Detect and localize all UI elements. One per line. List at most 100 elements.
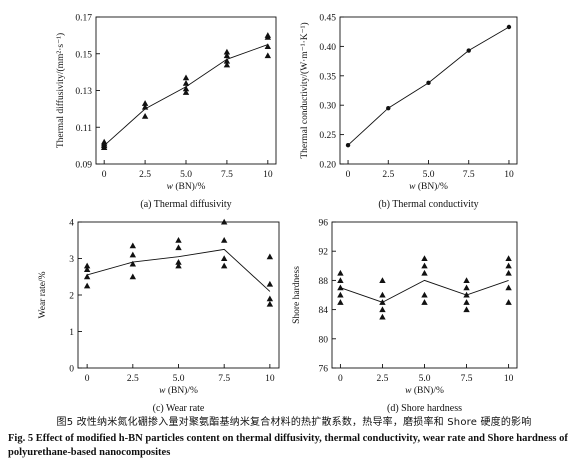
panel-subcaption: (c) Wear rate (153, 403, 205, 414)
data-point-marker (175, 237, 182, 243)
x-tick-label: 0 (346, 170, 351, 180)
y-tick-label: 1 (69, 328, 74, 338)
x-tick-label: 5.0 (173, 374, 185, 384)
y-tick-label: 0.35 (319, 72, 336, 82)
y-tick-label: 3 (69, 255, 74, 265)
data-point-marker (175, 244, 182, 251)
data-point-marker (223, 48, 231, 55)
y-tick-label: 0.11 (76, 124, 93, 134)
x-axis-label-variable: w (405, 386, 412, 396)
data-point-marker (505, 299, 512, 305)
data-point-marker (379, 299, 386, 305)
y-tick-label: 0 (69, 365, 74, 375)
x-tick-label: 7.5 (221, 170, 233, 180)
data-point-marker (466, 48, 471, 53)
data-point-marker (345, 142, 351, 148)
y-tick-label: 0.40 (319, 43, 336, 53)
x-tick-label: 10 (265, 374, 275, 384)
data-point-marker (421, 299, 428, 305)
x-tick-label: 2.5 (377, 374, 389, 384)
data-point-marker (337, 299, 344, 305)
x-tick-label: 2.5 (382, 170, 394, 180)
x-axis-label-unit: (BN)/% (415, 181, 448, 192)
figure-caption-english: Fig. 5 Effect of modified h-BN particles… (8, 433, 568, 458)
data-point-marker (220, 262, 228, 269)
data-point-marker (463, 299, 470, 305)
y-tick-label: 76 (319, 365, 329, 375)
x-axis-label-variable: w (409, 182, 416, 192)
x-tick-label: 0 (338, 374, 343, 384)
data-point-marker (175, 262, 182, 269)
data-point-marker (505, 255, 512, 262)
data-point-marker (223, 61, 231, 68)
data-point-marker (426, 80, 431, 86)
y-tick-label: 0.15 (75, 50, 92, 60)
x-tick-label: 5.0 (180, 170, 192, 180)
data-point-marker (506, 24, 512, 30)
data-point-marker (505, 284, 512, 291)
data-point-marker (266, 253, 274, 260)
data-point-marker (220, 255, 228, 262)
y-tick-label: 92 (319, 248, 329, 258)
data-point-marker (421, 291, 428, 298)
x-tick-label: 2.5 (127, 374, 139, 384)
y-axis-label: Thermal diffusivity/(mm²·s⁻¹) (55, 33, 66, 148)
plot-frame (339, 16, 518, 165)
data-point-marker (266, 300, 274, 307)
data-point-marker (220, 237, 228, 243)
data-point-marker (505, 269, 512, 276)
data-point-marker (421, 262, 428, 269)
x-axis-label: w (BN)/% (409, 181, 448, 192)
y-axis-label: Shore hardness (292, 266, 302, 324)
data-point-marker (141, 103, 149, 110)
y-tick-label: 96 (319, 219, 329, 229)
data-point-marker (337, 284, 344, 291)
x-tick-label: 7.5 (461, 374, 473, 384)
data-point-marker (129, 273, 137, 280)
x-tick-label: 10 (263, 170, 273, 180)
y-tick-label: 0.13 (75, 87, 92, 97)
y-tick-label: 80 (319, 335, 329, 345)
x-tick-label: 0 (85, 374, 90, 384)
panel-subcaption: (d) Shore hardness (387, 403, 462, 414)
x-axis-label: w (BN)/% (405, 385, 444, 396)
data-point-marker (129, 251, 137, 258)
data-point-marker (175, 258, 182, 265)
series-line (86, 248, 271, 292)
x-tick-label: 10 (504, 170, 514, 180)
chart-panel-a: 0.09 0.11 0.13 0.15 0.17 0 2.5 5.0 7.5 10 w (BN)/%… (55, 14, 277, 210)
data-point-marker (141, 100, 149, 106)
data-point-marker (100, 138, 108, 145)
y-axis-label: Wear rate/% (38, 271, 48, 318)
data-point-marker (182, 79, 190, 86)
x-axis-label-unit: (BN)/% (411, 385, 444, 396)
x-axis-label: w (BN)/% (159, 385, 198, 396)
chart-panel-c: 0 1 2 3 4 0 2.5 5.0 7.5 10 w (BN)/% Wear rate/% (c) … (38, 218, 280, 414)
panel-subcaption: (a) Thermal diffusivity (140, 199, 231, 210)
x-axis-label-variable: w (167, 182, 174, 192)
data-point-marker (379, 291, 386, 298)
data-point-marker (266, 295, 274, 302)
data-point-marker (83, 266, 91, 273)
data-point-marker (463, 306, 470, 313)
data-point-marker (463, 284, 470, 291)
x-tick-label: 10 (504, 374, 514, 384)
y-tick-label: 0.45 (319, 14, 336, 24)
y-tick-label: 88 (319, 277, 329, 287)
data-point-marker (386, 105, 391, 111)
data-point-marker (421, 255, 428, 262)
y-tick-label: 4 (69, 219, 74, 229)
y-tick-label: 0.09 (75, 161, 92, 171)
data-point-marker (182, 74, 190, 81)
data-point-marker (182, 89, 190, 95)
figure-caption-chinese: 图5 改性纳米氮化硼掺入量对聚氨酯基纳米复合材料的热扩散系数，热导率，磨损率和 … (56, 417, 532, 428)
y-tick-label: 0.30 (319, 102, 336, 112)
data-point-marker (266, 280, 274, 287)
data-point-marker (421, 269, 428, 276)
series-line (340, 279, 509, 303)
data-point-marker (220, 218, 228, 225)
x-tick-label: 2.5 (139, 170, 151, 180)
x-tick-label: 7.5 (463, 170, 475, 180)
data-point-marker (264, 32, 272, 38)
